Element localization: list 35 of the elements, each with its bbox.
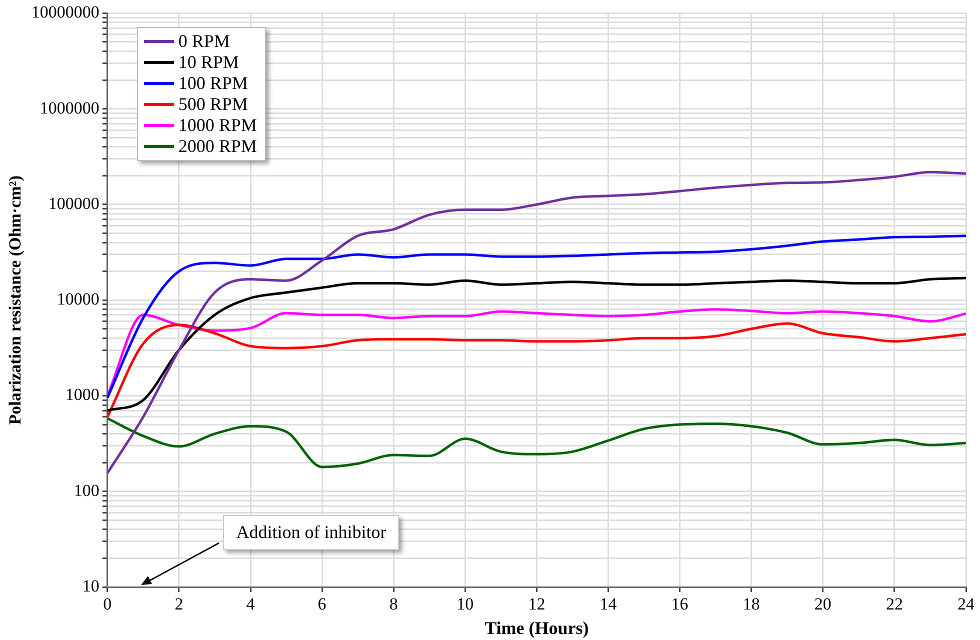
x-tick-label: 10 [456,594,474,614]
y-axis-title: Polarization resistance (Ohm·cm²) [6,175,25,425]
line-series [107,308,966,397]
x-tick-label: 6 [318,594,326,614]
line-series [107,417,966,468]
annotation: Addition of inhibitor [223,515,400,550]
line-series [107,276,966,412]
x-tick-label: 4 [246,594,256,614]
x-tick-label: 8 [389,594,398,614]
y-tick-label: 1000 [65,385,100,404]
y-tick-label: 100000 [48,194,100,213]
legend-label: 1000 RPM [178,115,257,136]
legend-label: 10 RPM [178,52,239,74]
line-series [107,170,966,474]
y-tick-label: 100 [74,480,100,500]
x-tick-label: 16 [671,594,688,614]
legend-label: 2000 RPM [178,136,257,158]
x-tick-label: 18 [742,594,760,614]
x-tick-label: 0 [103,594,112,614]
x-tick-label: 14 [600,594,618,614]
x-tick-label: 22 [886,594,903,614]
line-series [107,234,966,400]
line-series [107,322,966,418]
legend-label: 100 RPM [178,73,248,94]
y-tick-label: 10 [82,576,100,596]
legend-label: 0 RPM [178,31,230,52]
y-tick-label: 1000000 [40,98,100,118]
y-tick-label: 10000000 [31,2,100,22]
x-tick-label: 24 [958,594,975,614]
x-axis-title: Time (Hours) [484,618,589,638]
x-tick-label: 2 [174,594,184,614]
y-tick-label: 10000 [56,290,100,309]
x-tick-label: 20 [814,594,832,614]
x-tick-label: 12 [528,594,546,614]
legend-label: 500 RPM [178,94,248,116]
